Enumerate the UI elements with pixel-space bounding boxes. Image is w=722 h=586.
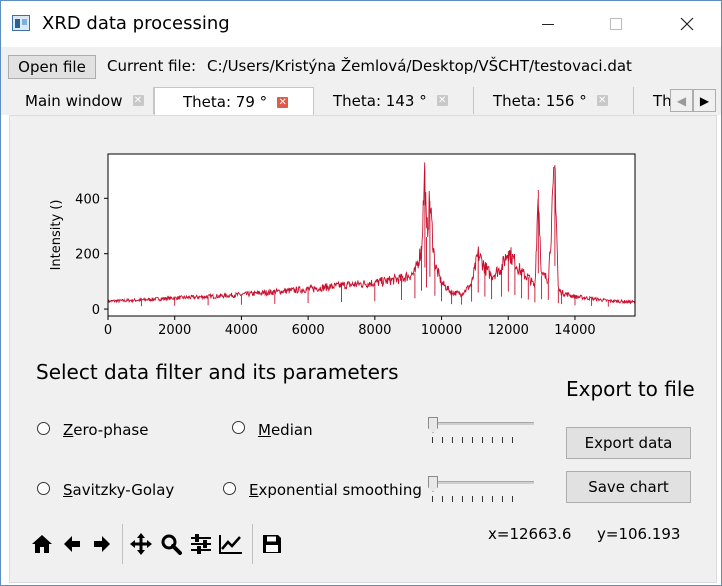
maximize-icon: [610, 18, 622, 30]
maximize-button[interactable]: [593, 1, 639, 47]
y-tick-label: 0: [92, 303, 100, 318]
save-chart-button[interactable]: Save chart: [566, 471, 691, 503]
back-button[interactable]: [58, 528, 86, 560]
save-figure-button[interactable]: [258, 528, 286, 560]
window-title: XRD data processing: [42, 13, 230, 34]
tab-close-icon[interactable]: ✕: [436, 95, 448, 106]
tab-label: Theta: 79 °: [183, 93, 268, 111]
x-tick-label: 8000: [358, 323, 391, 338]
x-tick-label: 10000: [421, 323, 462, 338]
tab-scroll-buttons: ◀ ▶: [670, 89, 718, 112]
title-bar: XRD data processing: [1, 1, 721, 47]
tab-label: Main window: [25, 91, 123, 110]
filter-slider-1[interactable]: [428, 417, 536, 449]
cursor-y-readout: y=106.193: [597, 525, 681, 543]
tab-close-icon[interactable]: ✕: [596, 95, 608, 106]
open-file-button[interactable]: Open file: [8, 55, 96, 79]
y-tick-label: 200: [75, 248, 100, 263]
x-tick-label: 2000: [158, 323, 191, 338]
close-icon: [680, 17, 694, 31]
move-icon: [130, 533, 152, 555]
edit-axes-button[interactable]: [217, 528, 245, 560]
tab-theta-156[interactable]: Theta: 156 ° ✕: [474, 87, 634, 114]
filter-slider-2[interactable]: [428, 476, 536, 508]
zero-phase-label: Zero-phase: [63, 421, 149, 439]
arrow-left-icon: [64, 536, 80, 552]
savitzky-golay-radio[interactable]: [37, 482, 50, 495]
plot-background: [108, 154, 635, 316]
toolbar-separator: [122, 524, 123, 564]
y-tick-label: 400: [75, 192, 100, 207]
data-series-line: [107, 162, 636, 307]
forward-button[interactable]: [88, 528, 116, 560]
slider-ticks: [432, 496, 522, 502]
close-button[interactable]: [664, 1, 710, 47]
tab-bar: Main window ✕ Theta: 79 ° ✕ Theta: 143 °…: [1, 87, 721, 116]
tab-close-icon[interactable]: ✕: [132, 95, 144, 106]
export-data-button[interactable]: Export data: [566, 427, 691, 459]
floppy-disk-icon: [263, 535, 281, 553]
home-button[interactable]: [28, 528, 56, 560]
plot-frame: [107, 153, 636, 317]
tab-label: Theta: 143 °: [333, 91, 427, 110]
exponential-smoothing-label: Exponential smoothing: [249, 481, 422, 499]
configure-subplots-button[interactable]: [187, 528, 215, 560]
minimize-button[interactable]: [525, 1, 571, 47]
slider-handle[interactable]: [428, 417, 438, 433]
x-tick-label: 6000: [292, 323, 325, 338]
slider-handle[interactable]: [428, 476, 438, 492]
app-icon: [12, 15, 30, 31]
arrow-right-icon: [94, 536, 110, 552]
median-label: Median: [258, 421, 313, 439]
tab-main-window[interactable]: Main window ✕: [1, 87, 154, 114]
tab-theta-79[interactable]: Theta: 79 ° ✕: [154, 87, 314, 116]
line-chart-icon: [219, 535, 242, 554]
tab-label: Theta: 156 °: [493, 91, 587, 110]
file-toolbar: Open file Current file: C:/Users/Kristýn…: [1, 47, 721, 87]
x-tick-label: 12000: [488, 323, 529, 338]
tab-theta-143[interactable]: Theta: 143 ° ✕: [314, 87, 474, 114]
zero-phase-radio[interactable]: [37, 422, 50, 435]
tab-content: 0 2000 4000 6000 8000 10000 12000 14000 0 200 400 I…: [9, 115, 717, 583]
median-radio[interactable]: [232, 421, 245, 434]
exponential-smoothing-radio[interactable]: [223, 482, 236, 495]
tab-partial[interactable]: Th: [634, 87, 674, 114]
slider-track: [428, 481, 534, 484]
export-heading: Export to file: [566, 377, 695, 401]
y-axis-label: Intensity (): [49, 200, 64, 271]
sliders-icon: [191, 534, 211, 554]
current-file-path: C:/Users/Kristýna Žemlová/Desktop/VŠCHT/…: [207, 57, 632, 75]
filter-heading: Select data filter and its parameters: [36, 360, 399, 384]
chart[interactable]: 0 2000 4000 6000 8000 10000 12000 14000 0 200 400 I…: [10, 116, 716, 346]
savitzky-golay-label: Savitzky-Golay: [63, 481, 175, 499]
x-tick-label: 14000: [554, 323, 595, 338]
slider-ticks: [432, 437, 522, 443]
x-tick-label: 0: [104, 323, 112, 338]
minimize-icon: [542, 23, 554, 25]
current-file-label: Current file:: [107, 57, 197, 75]
tab-close-icon[interactable]: ✕: [277, 96, 289, 108]
zoom-icon: [161, 534, 182, 555]
toolbar-separator: [252, 524, 253, 564]
zoom-button[interactable]: [157, 528, 185, 560]
x-tick-label: 4000: [225, 323, 258, 338]
tab-scroll-right-icon[interactable]: ▶: [693, 89, 716, 112]
tab-label: Th: [653, 91, 672, 110]
cursor-x-readout: x=12663.6: [488, 525, 572, 543]
pan-button[interactable]: [127, 528, 155, 560]
slider-track: [428, 422, 534, 425]
home-icon: [32, 535, 52, 553]
tab-scroll-left-icon[interactable]: ◀: [670, 89, 693, 112]
